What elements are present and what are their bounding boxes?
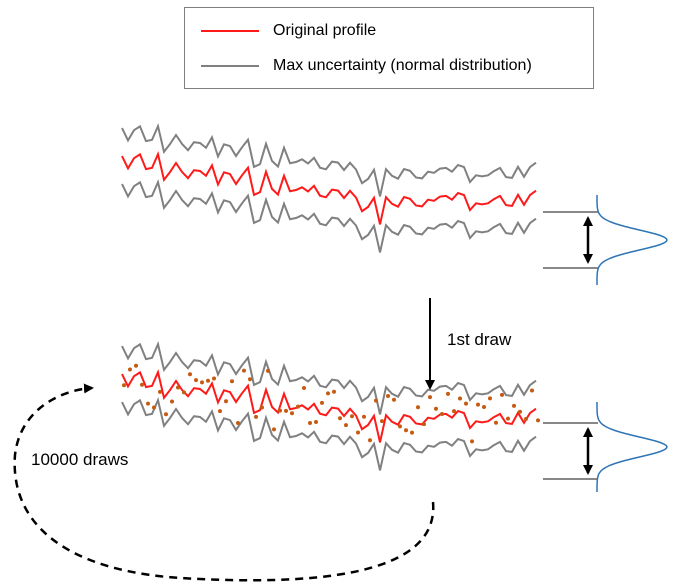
sample-dot xyxy=(230,379,234,384)
sample-dot xyxy=(164,412,168,417)
sample-dot xyxy=(350,414,354,419)
sample-dot xyxy=(212,376,216,381)
sample-dot xyxy=(176,385,180,390)
sample-dot xyxy=(296,404,300,409)
sample-dot xyxy=(140,382,144,387)
sample-dot xyxy=(194,378,198,383)
sample-dot xyxy=(518,409,522,414)
sample-dot xyxy=(362,414,366,419)
sample-dot xyxy=(512,403,516,408)
sample-dot xyxy=(374,398,378,403)
sample-dot xyxy=(422,422,426,427)
sample-dot xyxy=(500,392,504,397)
sample-dot xyxy=(458,396,462,401)
sample-dot xyxy=(386,394,390,398)
sample-dot xyxy=(398,424,402,429)
sample-dot xyxy=(242,368,246,373)
sample-dot xyxy=(314,420,318,424)
sample-dot xyxy=(146,401,150,406)
sample-dot xyxy=(326,391,330,396)
sample-dot xyxy=(134,363,138,368)
bottom-original-profile-line xyxy=(121,369,537,443)
bottom-upper-bound-line xyxy=(121,341,537,415)
sample-dot xyxy=(470,439,474,444)
legend: Original profile Max uncertainty (normal… xyxy=(184,7,594,89)
sample-dot xyxy=(404,428,408,433)
sample-dot xyxy=(464,401,468,406)
sample-dot xyxy=(152,405,156,410)
sample-dot xyxy=(482,405,486,409)
bottom-profile-group xyxy=(121,341,668,492)
legend-swatch-gray xyxy=(201,65,259,67)
sample-dot xyxy=(476,402,480,407)
sample-dot xyxy=(452,409,456,414)
sampled-points-group xyxy=(122,363,540,444)
sample-dot xyxy=(218,409,222,414)
top-upper-bound-line xyxy=(121,123,537,197)
sample-dot xyxy=(182,390,186,395)
sample-dot xyxy=(266,368,270,373)
draw-step-label: 1st draw xyxy=(447,330,512,349)
sample-dot xyxy=(260,405,264,410)
loop-arrow xyxy=(13,383,435,582)
loop-count-label: 10000 draws xyxy=(31,450,129,469)
sample-dot xyxy=(488,396,492,401)
sample-dot xyxy=(308,421,312,425)
sample-dot xyxy=(290,411,294,416)
sample-dot xyxy=(302,386,306,390)
sample-dot xyxy=(380,419,384,424)
sample-dot xyxy=(434,406,438,411)
sample-dot xyxy=(158,389,162,394)
sample-dot xyxy=(224,399,228,404)
sample-dot xyxy=(524,416,528,421)
top-original-profile-line xyxy=(121,151,537,225)
sample-dot xyxy=(338,416,342,421)
sample-dot xyxy=(440,412,444,416)
sample-dot xyxy=(530,388,534,393)
top-normal-distribution-curve xyxy=(596,195,668,285)
sample-dot xyxy=(392,397,396,402)
sample-dot xyxy=(320,400,324,405)
sample-dot xyxy=(332,389,336,394)
sample-dot xyxy=(446,391,450,396)
sample-dot xyxy=(428,395,432,400)
top-profile-group xyxy=(121,123,668,285)
sample-dot xyxy=(206,378,210,383)
sample-dot xyxy=(536,418,540,423)
sample-dot xyxy=(254,414,258,419)
sample-dot xyxy=(188,372,192,377)
sample-dot xyxy=(128,367,132,372)
legend-swatch-red xyxy=(201,30,259,32)
sample-dot xyxy=(272,427,276,432)
sample-dot xyxy=(368,438,372,443)
sample-dot xyxy=(494,420,498,425)
sample-dot xyxy=(356,430,360,435)
sample-dot xyxy=(416,405,420,410)
sample-dot xyxy=(278,408,282,413)
legend-label-max-uncertainty: Max uncertainty (normal distribution) xyxy=(273,57,532,74)
sample-dot xyxy=(122,383,126,388)
sample-dot xyxy=(284,408,288,413)
bottom-lower-bound-line xyxy=(121,397,537,471)
sample-dot xyxy=(410,430,414,435)
bottom-normal-distribution-curve xyxy=(596,402,668,492)
sample-dot xyxy=(236,421,240,425)
sample-dot xyxy=(506,416,510,421)
legend-item-max-uncertainty: Max uncertainty (normal distribution) xyxy=(201,54,532,78)
sample-dot xyxy=(248,377,252,382)
legend-label-original-profile: Original profile xyxy=(273,22,377,39)
sample-dot xyxy=(170,399,174,404)
sample-dot xyxy=(344,423,348,428)
legend-item-original-profile: Original profile xyxy=(201,19,376,43)
top-lower-bound-line xyxy=(121,179,537,253)
sample-dot xyxy=(200,380,204,385)
